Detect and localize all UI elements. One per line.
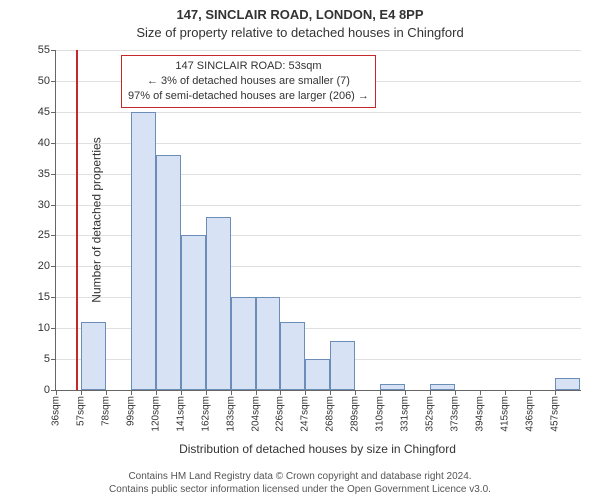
x-tick-label: 289sqm xyxy=(350,396,361,432)
histogram-bar xyxy=(81,322,106,390)
x-tick-label: 373sqm xyxy=(450,396,461,432)
y-tick-label: 50 xyxy=(38,75,50,87)
y-tick-label: 35 xyxy=(38,168,50,180)
page-title: 147, SINCLAIR ROAD, LONDON, E4 8PP xyxy=(0,0,600,24)
x-tick-mark xyxy=(181,390,182,395)
y-tick-label: 55 xyxy=(38,44,50,56)
y-tick-label: 25 xyxy=(38,229,50,241)
annotation-box: 147 SINCLAIR ROAD: 53sqm← 3% of detached… xyxy=(121,55,376,108)
x-tick-mark xyxy=(330,390,331,395)
x-tick-mark xyxy=(305,390,306,395)
y-tick-mark xyxy=(51,235,56,236)
y-tick-label: 0 xyxy=(44,384,50,396)
x-tick-mark xyxy=(430,390,431,395)
y-tick-label: 30 xyxy=(38,199,50,211)
x-tick-mark xyxy=(530,390,531,395)
copyright-line-1: Contains HM Land Registry data © Crown c… xyxy=(0,470,600,483)
x-tick-label: 247sqm xyxy=(300,396,311,432)
x-tick-label: 457sqm xyxy=(549,396,560,432)
histogram-bar xyxy=(231,297,256,390)
x-tick-mark xyxy=(355,390,356,395)
gridline xyxy=(56,50,581,51)
x-axis-title: Distribution of detached houses by size … xyxy=(55,442,580,456)
histogram-bar xyxy=(181,235,206,390)
y-tick-mark xyxy=(51,359,56,360)
y-tick-mark xyxy=(51,328,56,329)
x-tick-mark xyxy=(280,390,281,395)
x-tick-label: 415sqm xyxy=(499,396,510,432)
y-tick-label: 45 xyxy=(38,106,50,118)
x-tick-mark xyxy=(156,390,157,395)
y-tick-label: 40 xyxy=(38,137,50,149)
histogram-bar xyxy=(156,155,181,390)
x-tick-label: 268sqm xyxy=(325,396,336,432)
y-tick-mark xyxy=(51,174,56,175)
x-tick-label: 394sqm xyxy=(475,396,486,432)
histogram-bar xyxy=(131,112,156,390)
y-tick-mark xyxy=(51,266,56,267)
x-tick-label: 226sqm xyxy=(275,396,286,432)
y-tick-mark xyxy=(51,50,56,51)
annotation-line: 147 SINCLAIR ROAD: 53sqm xyxy=(128,59,369,74)
y-axis-title: Number of detached properties xyxy=(90,137,104,302)
histogram-bar xyxy=(256,297,281,390)
histogram-bar xyxy=(430,384,455,390)
y-tick-mark xyxy=(51,297,56,298)
x-tick-mark xyxy=(380,390,381,395)
copyright-line-2: Contains public sector information licen… xyxy=(0,483,600,496)
y-tick-mark xyxy=(51,143,56,144)
x-tick-mark xyxy=(131,390,132,395)
x-tick-mark xyxy=(480,390,481,395)
histogram-bar xyxy=(555,378,580,390)
x-tick-label: 120sqm xyxy=(150,396,161,432)
annotation-line: 97% of semi-detached houses are larger (… xyxy=(128,89,369,104)
y-tick-mark xyxy=(51,112,56,113)
y-tick-mark xyxy=(51,205,56,206)
copyright-notice: Contains HM Land Registry data © Crown c… xyxy=(0,470,600,496)
x-tick-mark xyxy=(405,390,406,395)
reference-line xyxy=(76,50,78,390)
x-tick-mark xyxy=(555,390,556,395)
x-tick-mark xyxy=(256,390,257,395)
x-tick-label: 99sqm xyxy=(125,396,136,426)
x-tick-mark xyxy=(455,390,456,395)
x-tick-label: 204sqm xyxy=(250,396,261,432)
x-tick-label: 57sqm xyxy=(75,396,86,426)
x-tick-mark xyxy=(206,390,207,395)
y-tick-label: 5 xyxy=(44,353,50,365)
x-tick-label: 141sqm xyxy=(175,396,186,432)
y-tick-label: 20 xyxy=(38,260,50,272)
x-tick-label: 331sqm xyxy=(400,396,411,432)
x-tick-mark xyxy=(106,390,107,395)
histogram-bar xyxy=(380,384,405,390)
x-tick-label: 436sqm xyxy=(524,396,535,432)
x-tick-label: 310sqm xyxy=(375,396,386,432)
histogram-bar xyxy=(280,322,305,390)
histogram-bar xyxy=(206,217,231,390)
y-tick-label: 15 xyxy=(38,291,50,303)
x-tick-mark xyxy=(231,390,232,395)
x-tick-label: 352sqm xyxy=(425,396,436,432)
page-subtitle: Size of property relative to detached ho… xyxy=(0,24,600,40)
x-tick-label: 162sqm xyxy=(200,396,211,432)
chart-plot-area: 147 SINCLAIR ROAD: 53sqm← 3% of detached… xyxy=(55,50,581,391)
y-tick-mark xyxy=(51,81,56,82)
x-tick-mark xyxy=(56,390,57,395)
histogram-bar xyxy=(330,341,355,390)
x-tick-mark xyxy=(81,390,82,395)
x-tick-mark xyxy=(505,390,506,395)
x-tick-label: 183sqm xyxy=(225,396,236,432)
y-tick-label: 10 xyxy=(38,322,50,334)
x-tick-label: 36sqm xyxy=(51,396,62,426)
annotation-line: ← 3% of detached houses are smaller (7) xyxy=(128,74,369,89)
histogram-bar xyxy=(305,359,330,390)
x-tick-label: 78sqm xyxy=(100,396,111,426)
